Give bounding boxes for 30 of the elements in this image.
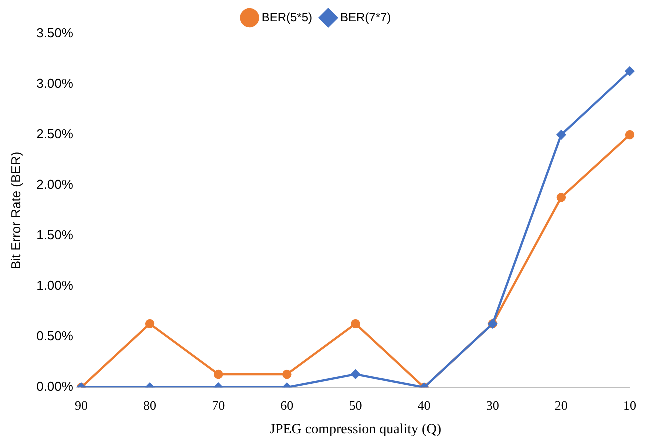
y-tick-label: 2.00%: [36, 177, 74, 192]
x-tick-label: 60: [280, 398, 294, 413]
x-tick-label: 30: [486, 398, 500, 413]
point: [351, 370, 360, 380]
point: [556, 193, 566, 202]
point: [282, 370, 292, 380]
y-axis-title: Bit Error Rate (BER): [8, 152, 24, 270]
x-tick-label: 70: [212, 398, 226, 413]
point: [625, 66, 635, 76]
point: [214, 370, 224, 380]
y-tick-label: 3.00%: [36, 76, 74, 92]
point: [625, 130, 635, 140]
x-axis-title: JPEG compression quality (Q): [270, 422, 442, 438]
y-tick-label: 1.00%: [36, 278, 74, 294]
point: [351, 319, 360, 329]
x-tick-label: 20: [554, 398, 568, 413]
x-tick-label: 50: [349, 398, 362, 413]
legend-label: BER(5*5): [262, 10, 313, 24]
y-tick-label: 3.50%: [36, 26, 74, 41]
y-tick-label: 1.50%: [36, 228, 74, 243]
point: [556, 130, 566, 140]
x-tick-label: 80: [144, 398, 157, 413]
point: [145, 319, 155, 329]
x-tick-label: 90: [74, 398, 88, 413]
y-tick-label: 0.00%: [36, 379, 74, 394]
y-tick-label: 0.50%: [36, 328, 74, 344]
x-tick-label: 40: [418, 398, 431, 413]
legend-label: BER(7*7): [340, 10, 392, 24]
x-tick-label: 10: [624, 398, 636, 413]
y-tick-label: 2.50%: [36, 126, 74, 142]
